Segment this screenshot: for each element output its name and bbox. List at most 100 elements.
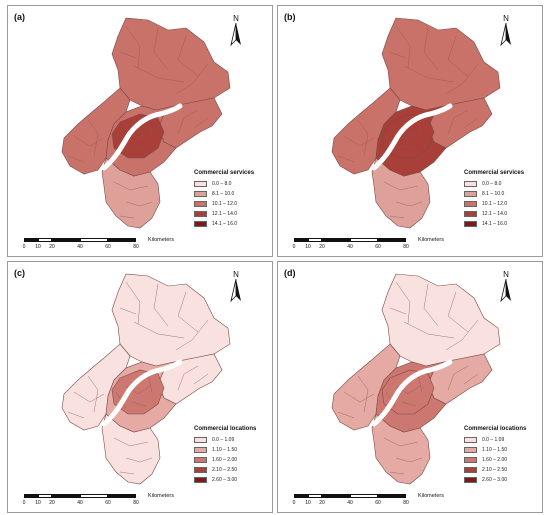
scale-tick: 40 bbox=[347, 500, 353, 506]
district-boundary bbox=[343, 135, 375, 147]
district-boundary bbox=[113, 181, 149, 191]
scale-unit: Kilometers bbox=[148, 493, 174, 499]
region-north bbox=[111, 17, 231, 111]
legend-swatch bbox=[464, 456, 477, 463]
legend-label: 8.1 – 10.0 bbox=[482, 190, 505, 197]
legend-entry: 1.60 – 2.00 bbox=[194, 455, 270, 464]
scale-tick: 60 bbox=[105, 244, 111, 250]
district-boundary bbox=[383, 181, 419, 191]
legend-label: 14.1 – 16.0 bbox=[212, 220, 238, 227]
legend-entry: 2.60 – 3.00 bbox=[464, 475, 540, 484]
map-panel-b: (b) N Commercial services 0.0 – 8.0 8.1 … bbox=[277, 5, 543, 257]
legend-swatch bbox=[464, 180, 477, 187]
panel-label: (d) bbox=[284, 268, 296, 278]
north-label: N bbox=[503, 270, 509, 279]
river bbox=[101, 103, 183, 171]
legend-title: Commercial locations bbox=[464, 426, 527, 432]
scale-segment bbox=[322, 238, 350, 242]
legend-entry: 1.60 – 2.00 bbox=[464, 455, 540, 464]
legend-label: 12.1 – 14.0 bbox=[482, 210, 508, 217]
legend-swatch bbox=[464, 466, 477, 473]
scale-tick: 60 bbox=[375, 244, 381, 250]
district-boundary bbox=[401, 145, 417, 151]
district-boundary bbox=[67, 155, 85, 163]
district-boundary bbox=[131, 401, 147, 407]
legend-label: 1.60 – 2.00 bbox=[212, 456, 238, 463]
district-boundary bbox=[395, 25, 411, 69]
district-boundary bbox=[193, 117, 209, 129]
scale-tick: 20 bbox=[319, 244, 325, 250]
legend-entry: 0.0 – 8.0 bbox=[194, 179, 270, 188]
panel-label: (c) bbox=[14, 268, 25, 278]
legend-entry: 0.0 – 1.09 bbox=[464, 435, 540, 444]
map-panel-c: (c) N Commercial locations 0.0 – 1.09 1.… bbox=[7, 261, 273, 513]
legend-swatch bbox=[464, 220, 477, 227]
legend-swatch bbox=[194, 210, 207, 217]
district-boundary bbox=[175, 319, 209, 351]
legend-entry: 10.1 – 12.0 bbox=[464, 199, 540, 208]
legend-title: Commercial services bbox=[464, 170, 525, 176]
north-arrow: N bbox=[496, 14, 516, 50]
scale-segment bbox=[80, 238, 108, 242]
scale-segment bbox=[308, 494, 322, 498]
scale-segment bbox=[378, 494, 406, 498]
legend-swatch bbox=[464, 446, 477, 453]
legend-swatch bbox=[194, 200, 207, 207]
scale-tick: 10 bbox=[35, 500, 41, 506]
north-arrow-icon bbox=[500, 278, 511, 303]
district-boundary bbox=[125, 281, 141, 325]
district-boundary bbox=[119, 51, 137, 59]
scale-unit: Kilometers bbox=[418, 237, 444, 243]
district-boundary bbox=[463, 117, 479, 129]
scale-segment bbox=[322, 494, 350, 498]
legend-entry: 8.1 – 10.0 bbox=[464, 189, 540, 198]
district-boundary bbox=[125, 201, 153, 207]
choropleth-map-b bbox=[331, 17, 501, 229]
scale-segment bbox=[24, 238, 38, 242]
district-boundary bbox=[383, 437, 419, 447]
panel-label: (b) bbox=[284, 12, 296, 22]
district-boundary bbox=[87, 119, 99, 157]
district-boundary bbox=[417, 373, 423, 393]
legend-label: 2.60 – 3.00 bbox=[482, 476, 508, 483]
scale-bar: Kilometers 0 10 20 40 60 80 bbox=[293, 237, 494, 254]
legend-label: 10.1 – 12.0 bbox=[212, 200, 238, 207]
north-arrow: N bbox=[226, 270, 246, 306]
scale-segment bbox=[108, 494, 136, 498]
scale-segment bbox=[308, 238, 322, 242]
district-boundary bbox=[447, 291, 469, 333]
district-boundary bbox=[175, 63, 209, 95]
legend-entry: 0.0 – 1.09 bbox=[194, 435, 270, 444]
district-boundary bbox=[147, 373, 153, 393]
district-boundary bbox=[119, 215, 135, 219]
district-boundary bbox=[389, 471, 405, 475]
legend-label: 0.0 – 1.09 bbox=[482, 436, 505, 443]
district-boundary bbox=[389, 215, 405, 219]
district-boundary bbox=[343, 391, 375, 403]
legend-entry: 8.1 – 10.0 bbox=[194, 189, 270, 198]
north-arrow: N bbox=[496, 270, 516, 306]
legend-swatch bbox=[464, 436, 477, 443]
legend-entry: 2.10 – 2.50 bbox=[464, 465, 540, 474]
legend-label: 0.0 – 8.0 bbox=[212, 180, 232, 187]
district-boundary bbox=[147, 117, 153, 137]
district-boundary bbox=[403, 65, 455, 83]
scale-bar: Kilometers 0 10 20 40 60 80 bbox=[23, 493, 224, 510]
district-boundary bbox=[67, 411, 85, 419]
scale-segment bbox=[52, 238, 80, 242]
scale-tick: 80 bbox=[403, 244, 409, 250]
legend-label: 10.1 – 12.0 bbox=[482, 200, 508, 207]
scale-bar: Kilometers 0 10 20 40 60 80 bbox=[293, 493, 494, 510]
legend-swatch bbox=[194, 456, 207, 463]
district-boundary bbox=[153, 27, 169, 71]
panel-label: (a) bbox=[14, 12, 25, 22]
legend-entry: 14.1 – 16.0 bbox=[464, 219, 540, 228]
legend-swatch bbox=[194, 446, 207, 453]
scale-unit: Kilometers bbox=[418, 493, 444, 499]
legend-label: 8.1 – 10.0 bbox=[212, 190, 235, 197]
legend-swatch bbox=[464, 190, 477, 197]
district-boundary bbox=[133, 65, 185, 83]
north-arrow-icon bbox=[230, 278, 241, 303]
north-arrow-icon bbox=[230, 22, 241, 47]
